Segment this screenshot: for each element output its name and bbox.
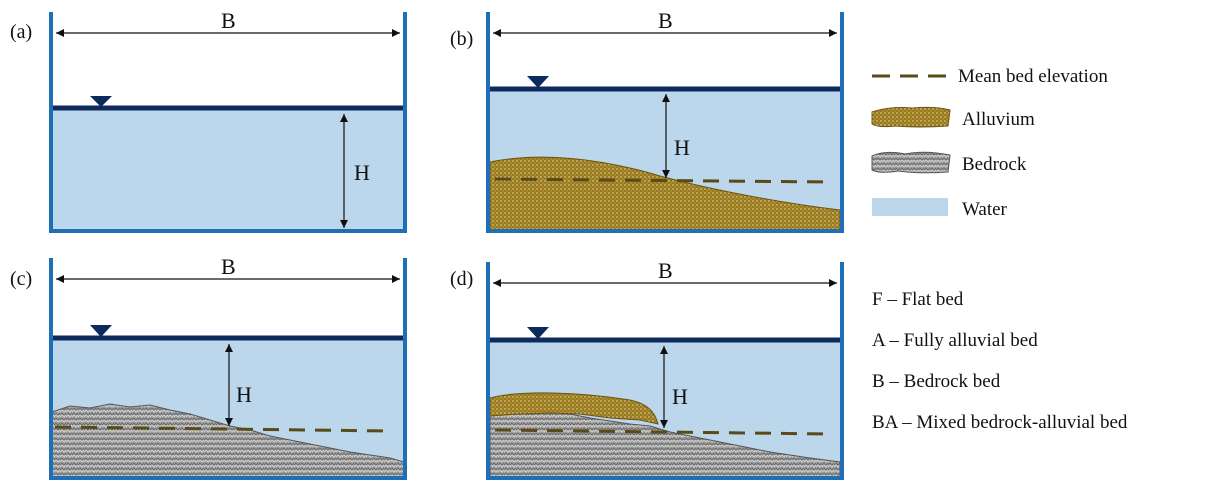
channel-walls: [49, 12, 407, 233]
legend-label: Alluvium: [962, 109, 1035, 130]
legend-item-water: Water: [872, 198, 1008, 220]
depth-label: H: [354, 160, 370, 185]
channel-walls: [486, 12, 844, 233]
panel-a-label: (a): [10, 21, 32, 43]
panel-d: (d) B H: [450, 258, 844, 480]
alluvium-swatch-icon: [871, 106, 951, 128]
channel-walls: [486, 262, 844, 480]
water-body: [52, 110, 404, 230]
bed-type-bedrock: B – Bedrock bed: [872, 371, 1001, 392]
bedrock-bed: [51, 403, 405, 478]
legend-item-mean-bed: Mean bed elevation: [872, 66, 1108, 87]
water-level-triangle-icon: [527, 76, 549, 88]
bed-type-mixed: BA – Mixed bedrock-alluvial bed: [872, 412, 1128, 433]
width-label: B: [658, 8, 673, 33]
mean-bed-line: [494, 428, 833, 436]
depth-label: H: [672, 384, 688, 409]
bed-type-alluvial: A – Fully alluvial bed: [872, 330, 1038, 351]
alluvium-patch: [489, 392, 659, 425]
bed-type-flat: F – Flat bed: [872, 289, 964, 310]
legend-item-alluvium: Alluvium: [871, 106, 1035, 130]
legend: Mean bed elevation Alluvium Bedrock Wate…: [871, 66, 1108, 220]
panel-c-label: (c): [10, 268, 32, 290]
water-level-triangle-icon: [90, 325, 112, 337]
water-swatch-icon: [872, 198, 948, 216]
panel-b: (b) B H: [450, 8, 844, 233]
legend-label: Mean bed elevation: [958, 66, 1108, 87]
width-label: B: [221, 254, 236, 279]
bedrock-swatch-icon: [871, 151, 951, 174]
panel-d-label: (d): [450, 268, 473, 290]
bed-type-key: F – Flat bed A – Fully alluvial bed B – …: [872, 289, 1128, 433]
depth-label: H: [674, 135, 690, 160]
legend-item-bedrock: Bedrock: [871, 151, 1027, 175]
panel-b-label: (b): [450, 28, 473, 50]
panel-a: (a) B H: [10, 8, 407, 233]
mean-bed-line: [494, 177, 833, 184]
mean-bed-line: [54, 425, 393, 433]
channel-walls: [49, 258, 407, 480]
legend-label: Bedrock: [962, 154, 1027, 175]
water-level-triangle-icon: [527, 327, 549, 339]
panel-c: (c) B H: [10, 254, 407, 480]
width-label: B: [658, 258, 673, 283]
width-label: B: [221, 8, 236, 33]
depth-label: H: [236, 382, 252, 407]
water-level-triangle-icon: [90, 96, 112, 107]
legend-label: Water: [962, 199, 1008, 220]
